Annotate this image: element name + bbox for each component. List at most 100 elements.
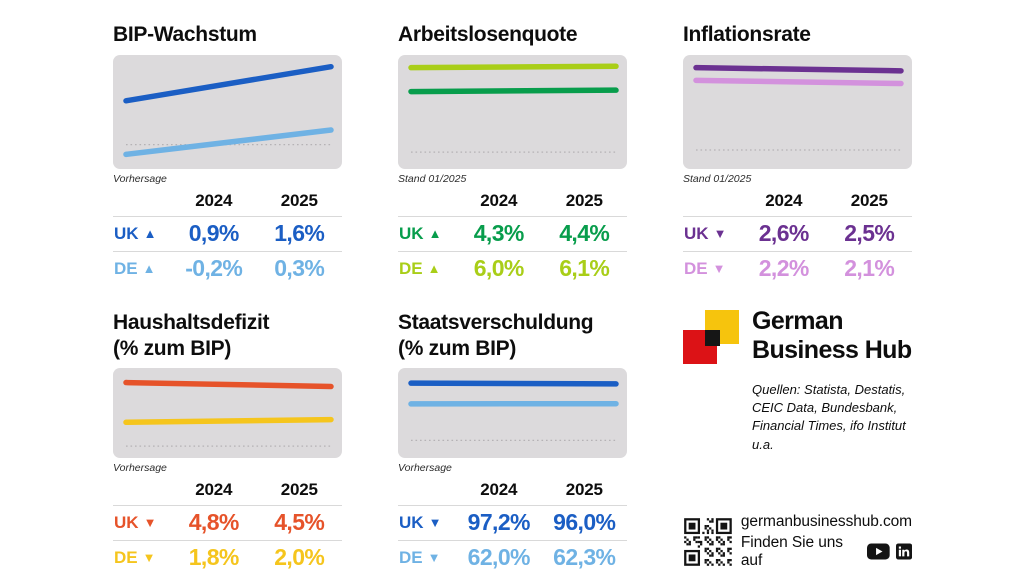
- mini-line-chart: [398, 55, 627, 169]
- uk-2024-value: 97,2%: [456, 509, 542, 536]
- mini-line-chart: [113, 368, 342, 458]
- uk-2025-value: 96,0%: [542, 509, 628, 536]
- values-table: 2024 2025 UK▲ 0,9% 1,6% DE▲ -0,2% 0,3%: [113, 189, 342, 286]
- table-row: DE▼ 62,0% 62,3%: [398, 540, 627, 575]
- uk-label: UK ▲: [398, 224, 456, 244]
- table-header: 2024 2025: [113, 478, 342, 505]
- chart-caption: Stand 01/2025: [398, 173, 627, 186]
- col-header-2024: 2024: [171, 189, 257, 216]
- linkedin-icon[interactable]: [896, 543, 912, 560]
- col-header-2024: 2024: [456, 478, 542, 505]
- brand-header: German Business Hub: [683, 310, 912, 366]
- uk-2025-value: 2,5%: [827, 220, 913, 247]
- de-2025-value: 62,3%: [542, 544, 628, 571]
- de-2024-value: -0,2%: [171, 255, 257, 282]
- line-chart-svg: [113, 368, 342, 458]
- de-label: DE▲: [113, 259, 171, 279]
- col-header-2025: 2025: [542, 189, 628, 216]
- card-title: Arbeitslosenquote: [398, 22, 627, 52]
- values-table: 2024 2025 UK▼ 97,2% 96,0% DE▼ 62,0% 62,3…: [398, 478, 627, 575]
- card-title-text: Inflationsrate: [683, 23, 811, 46]
- de-label: DE▲: [398, 259, 456, 279]
- de-label: DE▼: [398, 548, 456, 568]
- card-title: Inflationsrate: [683, 22, 912, 52]
- trend-down-icon: ▼: [714, 227, 727, 240]
- de-2025-value: 2,0%: [257, 544, 343, 571]
- de-label: DE ▼: [683, 259, 741, 279]
- table-row: DE▼ 1,8% 2,0%: [113, 540, 342, 575]
- col-header-2025: 2025: [542, 478, 628, 505]
- mini-line-chart: [113, 55, 342, 169]
- card-bip-wachstum: BIP-Wachstum Vorhersage 2024 2025 UK ▲ 0,…: [113, 22, 342, 286]
- de-label: DE▼: [113, 548, 171, 568]
- chart-caption: Vorhersage: [398, 462, 627, 475]
- line-chart-svg: [683, 55, 912, 169]
- brand-name-line2: Business Hub: [752, 336, 912, 365]
- find-us-label: Finden Sie uns auf: [741, 534, 861, 570]
- country-code: DE: [114, 259, 138, 279]
- chart-caption: Vorhersage: [113, 173, 342, 186]
- table-row: UK▼ 2,6% 2,5%: [683, 216, 912, 251]
- uk-2025-value: 1,6%: [257, 220, 343, 247]
- chart-caption: Stand 01/2025: [683, 173, 912, 186]
- brand-name: German Business Hub: [752, 307, 912, 365]
- cards-grid: BIP-Wachstum Vorhersage 2024 2025 UK ▲ 0,…: [113, 22, 912, 575]
- country-code: UK: [399, 513, 424, 533]
- trend-up-icon: ▲: [429, 227, 442, 240]
- table-row: DE▲ 6,0% 6,1%: [398, 251, 627, 286]
- uk-label: UK ▼: [113, 513, 171, 533]
- table-header: 2024 2025: [113, 189, 342, 216]
- brand-footer: germanbusinesshub.com Finden Sie uns auf: [683, 509, 912, 575]
- card-subtitle-text: (% zum BIP): [398, 336, 627, 362]
- de-2024-value: 62,0%: [456, 544, 542, 571]
- col-header-2025: 2025: [257, 478, 343, 505]
- card-haushaltsdefizit: Haushaltsdefizit(% zum BIP) Vorhersage 2…: [113, 310, 342, 575]
- col-header-2025: 2025: [827, 189, 913, 216]
- german-business-hub-logo-icon: [683, 310, 739, 366]
- logo-black-square: [705, 330, 720, 346]
- card-title: Staatsverschuldung(% zum BIP): [398, 310, 627, 365]
- card-title: Haushaltsdefizit(% zum BIP): [113, 310, 342, 365]
- de-2025-value: 6,1%: [542, 255, 628, 282]
- website-url[interactable]: germanbusinesshub.com: [741, 513, 912, 531]
- card-arbeitslosenquote: Arbeitslosenquote Stand 01/2025 2024 202…: [398, 22, 627, 286]
- card-staatsverschuldung: Staatsverschuldung(% zum BIP) Vorhersage…: [398, 310, 627, 575]
- uk-label: UK▼: [683, 224, 741, 244]
- table-header: 2024 2025: [683, 189, 912, 216]
- table-row: DE▼ 2,2% 2,1%: [683, 251, 912, 286]
- youtube-icon[interactable]: [867, 543, 890, 560]
- country-code: UK: [114, 513, 139, 533]
- trend-down-icon: ▼: [144, 516, 157, 529]
- brand-name-line1: German: [752, 307, 912, 336]
- uk-2025-value: 4,5%: [257, 509, 343, 536]
- table-header: 2024 2025: [398, 478, 627, 505]
- country-code: DE: [399, 259, 423, 279]
- table-row: DE▲ -0,2% 0,3%: [113, 251, 342, 286]
- col-header-2024: 2024: [171, 478, 257, 505]
- de-2025-value: 0,3%: [257, 255, 343, 282]
- card-inflationsrate: Inflationsrate Stand 01/2025 2024 2025 U…: [683, 22, 912, 286]
- card-title-text: Staatsverschuldung: [398, 311, 593, 334]
- de-2024-value: 6,0%: [456, 255, 542, 282]
- trend-down-icon: ▼: [713, 262, 726, 275]
- line-chart-svg: [398, 368, 627, 458]
- card-title-text: Haushaltsdefizit: [113, 311, 269, 334]
- values-table: 2024 2025 UK▼ 2,6% 2,5% DE▼ 2,2% 2,1%: [683, 189, 912, 286]
- card-title-text: BIP-Wachstum: [113, 23, 257, 46]
- sources-text: Quellen: Statista, Destatis, CEIC Data, …: [752, 381, 924, 454]
- table-row: UK▲ 0,9% 1,6%: [113, 216, 342, 251]
- country-code: UK: [399, 224, 424, 244]
- values-table: 2024 2025 UK▲ 4,3% 4,4% DE▲ 6,0% 6,1%: [398, 189, 627, 286]
- de-2024-value: 1,8%: [171, 544, 257, 571]
- country-code: UK: [114, 224, 139, 244]
- country-code: DE: [399, 548, 423, 568]
- country-code: DE: [114, 548, 138, 568]
- col-header-2024: 2024: [741, 189, 827, 216]
- country-code: DE: [684, 259, 708, 279]
- uk-2024-value: 4,3%: [456, 220, 542, 247]
- table-row: UK ▼ 4,8% 4,5%: [113, 505, 342, 540]
- uk-label: UK▼: [398, 513, 456, 533]
- trend-up-icon: ▲: [144, 227, 157, 240]
- uk-2024-value: 4,8%: [171, 509, 257, 536]
